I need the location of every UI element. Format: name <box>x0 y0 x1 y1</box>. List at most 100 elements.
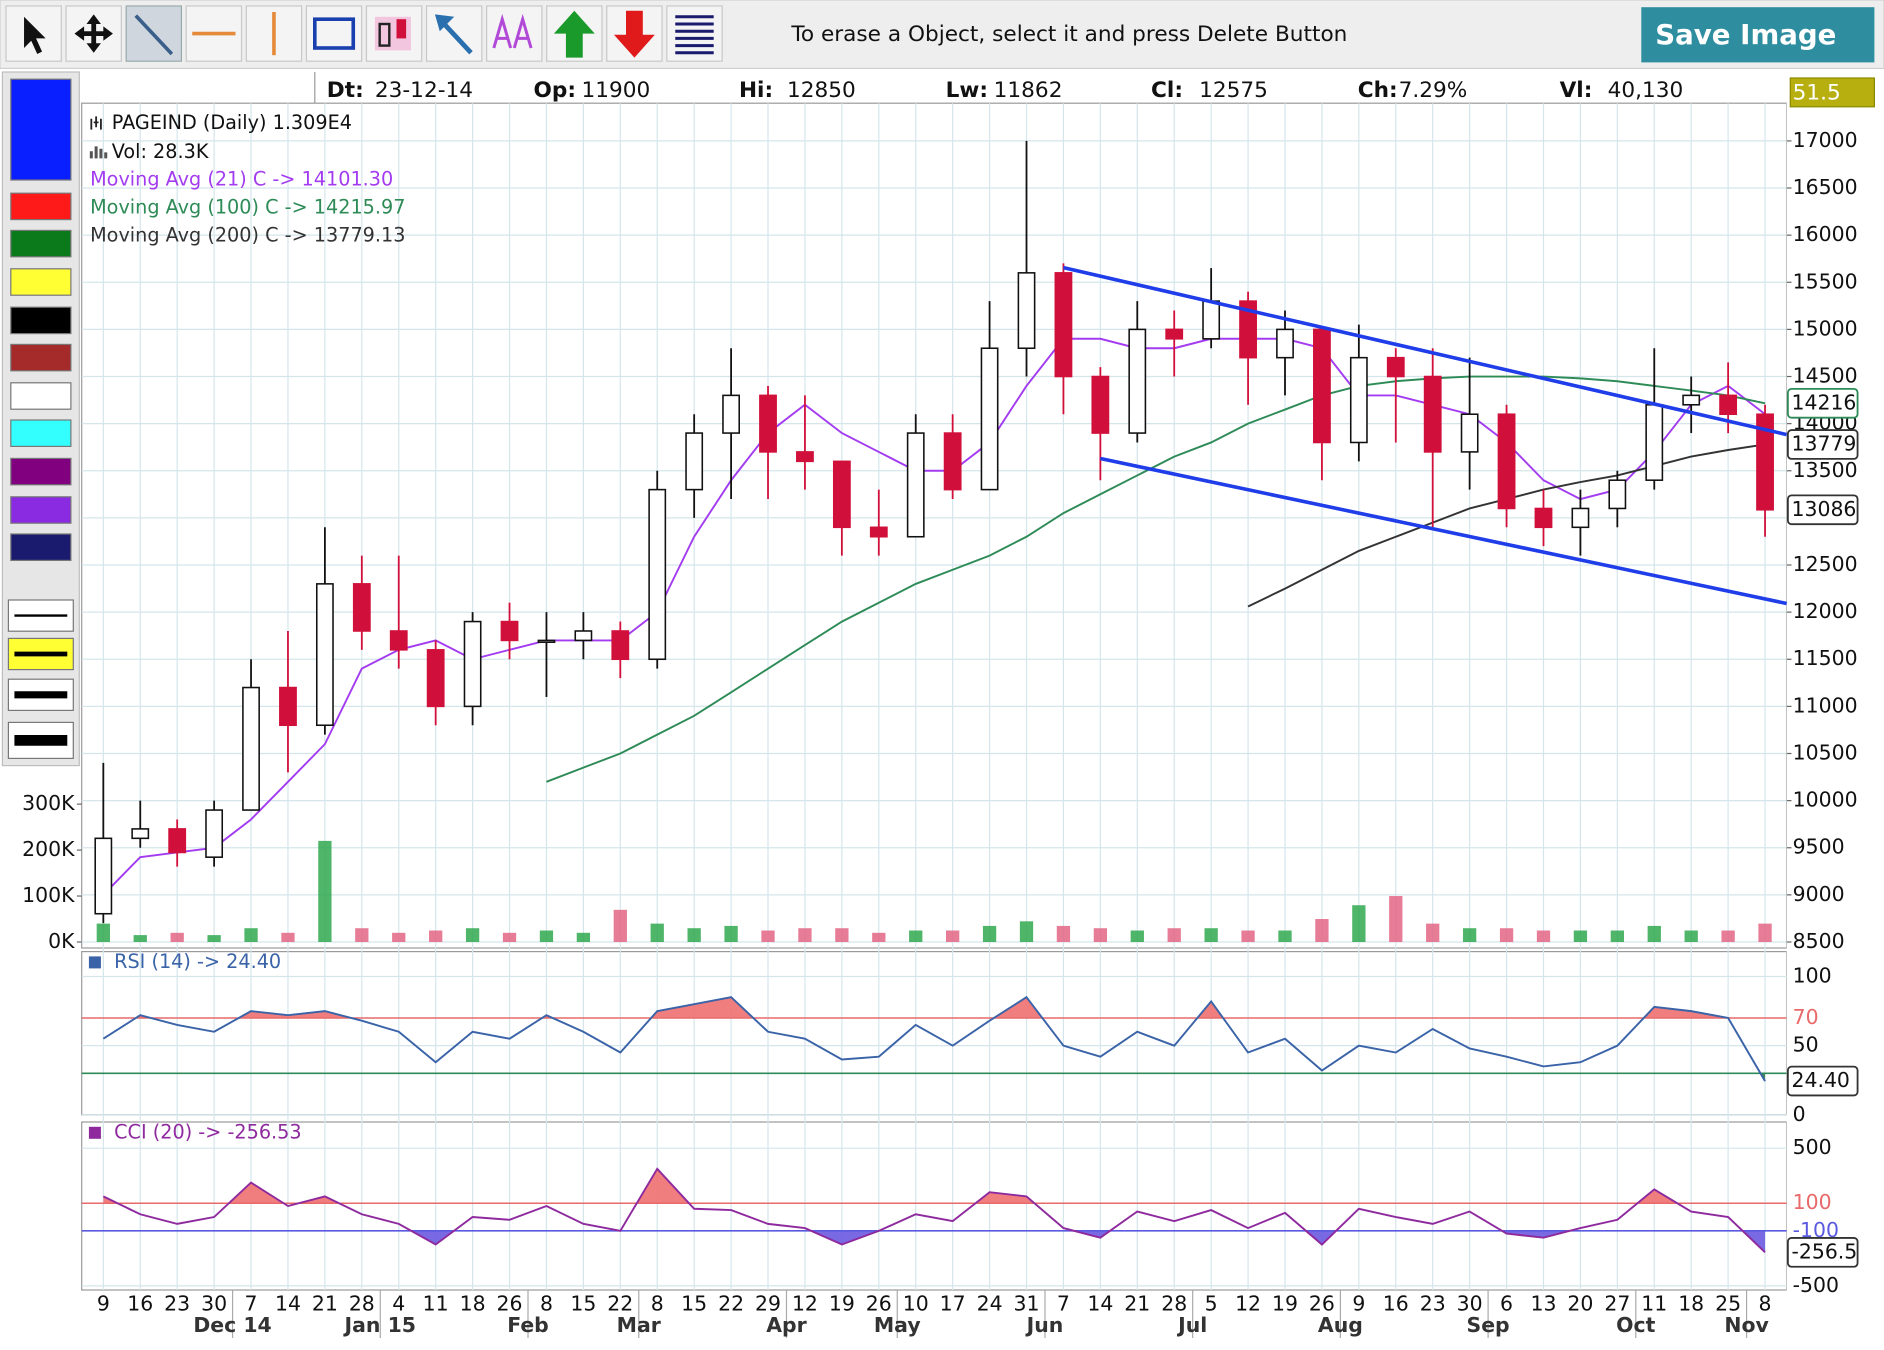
y-tick-label: 100 <box>1793 964 1832 988</box>
y-tick-label: 8500 <box>1793 929 1845 953</box>
up-arrow-icon <box>553 10 595 58</box>
save-button[interactable]: Save Image <box>1641 7 1875 63</box>
volume-bar <box>1352 905 1366 942</box>
rect-icon <box>312 17 356 50</box>
x-tick-label: 26 <box>1309 1291 1335 1315</box>
volume-bar <box>1278 930 1292 942</box>
month-label: Mar <box>617 1313 661 1337</box>
legend-swatch <box>88 1126 101 1139</box>
volume-bar <box>1758 923 1772 942</box>
value-marker-box <box>1786 494 1859 526</box>
x-tick-label: 13 <box>1530 1291 1556 1315</box>
legend-entry: Moving Avg (21) C -> 14101.30 <box>90 168 393 191</box>
month-label: Apr <box>766 1313 806 1337</box>
volume-bar <box>392 932 406 942</box>
x-tick-label: 12 <box>792 1291 818 1315</box>
volume-bar <box>1204 928 1218 942</box>
x-tick-label: 9 <box>1352 1291 1365 1315</box>
x-tick-label: 10 <box>903 1291 929 1315</box>
x-tick-label: 30 <box>1457 1291 1483 1315</box>
candle-body <box>722 394 740 434</box>
candle-body <box>168 828 187 854</box>
candle-body <box>1571 507 1590 529</box>
info-bar <box>81 72 1787 108</box>
volume-bar <box>909 930 923 942</box>
x-tick-label: 28 <box>1161 1291 1187 1315</box>
legend-title: CCI (20) -> -256.53 <box>114 1120 301 1143</box>
volume-bar <box>1573 930 1588 942</box>
color-swatch[interactable] <box>10 419 72 447</box>
y-tick-label: 12500 <box>1793 552 1858 576</box>
trendline-icon <box>134 14 174 56</box>
x-tick-label: 9 <box>97 1291 110 1315</box>
x-tick-label: 27 <box>1604 1291 1630 1315</box>
info-value: 11862 <box>994 78 1063 103</box>
candle-body <box>1756 413 1774 511</box>
candle-body <box>1202 300 1221 340</box>
color-swatch[interactable] <box>10 496 72 524</box>
candle-body <box>796 451 814 463</box>
candle-body <box>352 583 371 632</box>
x-tick-label: 16 <box>1383 1291 1409 1315</box>
x-tick-label: 6 <box>1500 1291 1513 1315</box>
legend-title: RSI (14) -> 24.40 <box>114 950 281 973</box>
text-tool[interactable] <box>486 5 543 62</box>
volume-bar <box>1721 930 1735 942</box>
candle-body <box>869 526 888 538</box>
candle-body <box>1719 394 1738 415</box>
candle-body <box>1128 328 1147 434</box>
candle-body <box>1017 272 1036 350</box>
x-tick-label: 20 <box>1567 1291 1593 1315</box>
level-zone-fill <box>103 1168 1766 1204</box>
color-swatch[interactable] <box>10 78 72 181</box>
candle-body <box>1349 356 1368 444</box>
moving-average-line <box>102 337 1766 896</box>
x-tick-label: 25 <box>1715 1291 1741 1315</box>
badge-bg <box>1789 77 1875 108</box>
color-swatch[interactable] <box>10 343 72 372</box>
color-swatch[interactable] <box>10 533 72 561</box>
volume-bar <box>318 840 332 942</box>
y-tick-label: 500 <box>1793 1135 1832 1159</box>
info-label: Vl: <box>1560 78 1593 103</box>
volume-bar <box>1056 925 1071 942</box>
save-button-label[interactable]: Save Image <box>1655 18 1836 51</box>
volume-bar <box>502 932 517 942</box>
trendline <box>1099 456 1788 606</box>
volume-bar <box>650 923 664 942</box>
indicator-line <box>102 1167 1766 1254</box>
candle-body <box>759 394 777 453</box>
level-label: 70 <box>1793 1005 1819 1029</box>
volume-bar <box>429 930 443 942</box>
legend-swatch <box>88 956 101 969</box>
x-tick-label: 8 <box>651 1291 664 1315</box>
candle-body <box>980 347 999 491</box>
candle-icon <box>378 22 391 47</box>
color-swatch[interactable] <box>10 192 72 221</box>
color-swatch[interactable] <box>10 382 72 410</box>
color-swatch[interactable] <box>10 268 72 296</box>
moving-average-line <box>546 375 1766 783</box>
x-tick-label: 16 <box>127 1291 153 1315</box>
value-marker-box <box>1786 429 1859 460</box>
save-button-bg[interactable] <box>1641 7 1875 63</box>
x-tick-label: 18 <box>1678 1291 1704 1315</box>
level-label: -100 <box>1793 1218 1839 1242</box>
candle-body <box>685 432 704 491</box>
x-tick-label: 17 <box>940 1291 966 1315</box>
color-swatch[interactable] <box>10 457 72 486</box>
candle-body <box>1497 413 1516 510</box>
month-label: Jun <box>1025 1313 1064 1337</box>
x-tick-label: 22 <box>718 1291 744 1315</box>
info-label: Cl: <box>1151 78 1183 103</box>
price-panel <box>81 102 1788 949</box>
candle-body <box>1054 272 1073 378</box>
volume-bar <box>1610 930 1624 942</box>
color-swatch[interactable] <box>10 306 72 335</box>
x-tick-label: 28 <box>349 1291 375 1315</box>
y-tick-label: 50 <box>1793 1033 1819 1057</box>
color-swatch[interactable] <box>10 229 72 258</box>
candle-body <box>94 837 113 915</box>
volume-bar <box>133 935 147 942</box>
